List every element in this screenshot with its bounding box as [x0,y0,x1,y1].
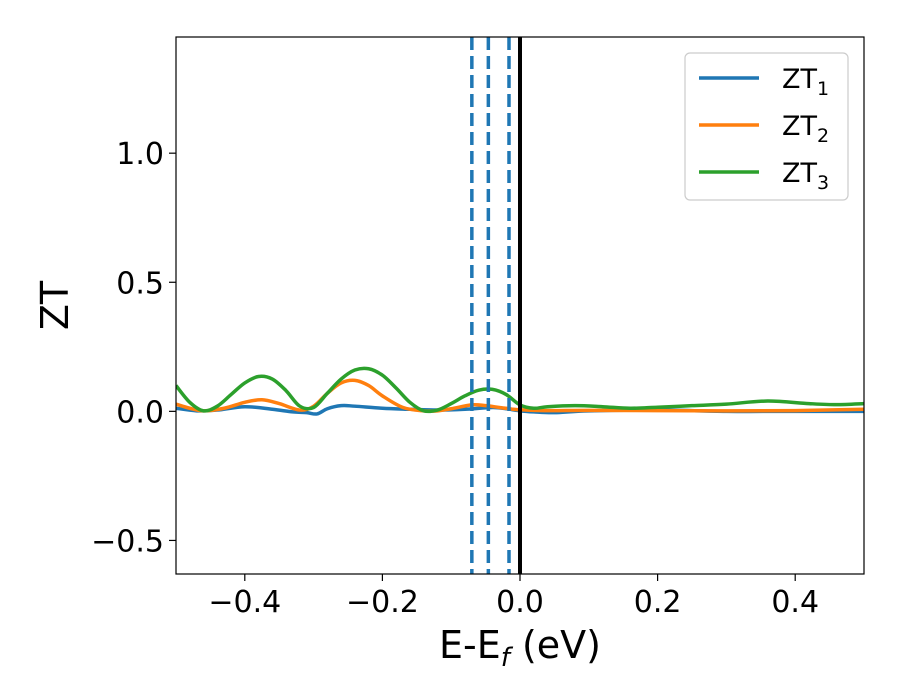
legend-label-sub: 2 [817,125,829,147]
x-tick-label: 0.0 [496,585,544,620]
legend-label-sub: 1 [817,78,829,100]
y-axis-title: ZT [33,280,77,330]
x-tick-label: −0.2 [346,585,419,620]
legend-label-zt1: ZT1 [782,64,829,100]
y-tick-label: 0.5 [116,266,164,301]
x-title-unit: (eV) [510,623,601,667]
y-tick-label: −0.5 [91,524,164,559]
plot-area [175,36,865,575]
legend-label-zt2: ZT2 [782,111,829,147]
axes-ticks: −0.4 −0.2 0.0 0.2 0.4 −0.5 0.0 0.5 1.0 [91,137,819,620]
y-tick-label: 1.0 [116,137,164,172]
plot-inner [176,37,864,574]
x-title-main: E-E [439,623,501,667]
x-tick-label: 0.4 [771,585,819,620]
y-tick-label: 0.0 [116,395,164,430]
legend-label-main: ZT [782,111,817,142]
legend-label-main: ZT [782,64,817,95]
x-tick-label: −0.4 [208,585,281,620]
x-tick-label: 0.2 [634,585,682,620]
legend-label-zt3: ZT3 [782,158,829,194]
legend-label-main: ZT [782,158,817,189]
legend-box [684,52,849,201]
x-axis-title: E-Ef (eV) [439,623,601,673]
series-line-zt3 [176,366,864,414]
legend-label-sub: 3 [817,172,829,194]
